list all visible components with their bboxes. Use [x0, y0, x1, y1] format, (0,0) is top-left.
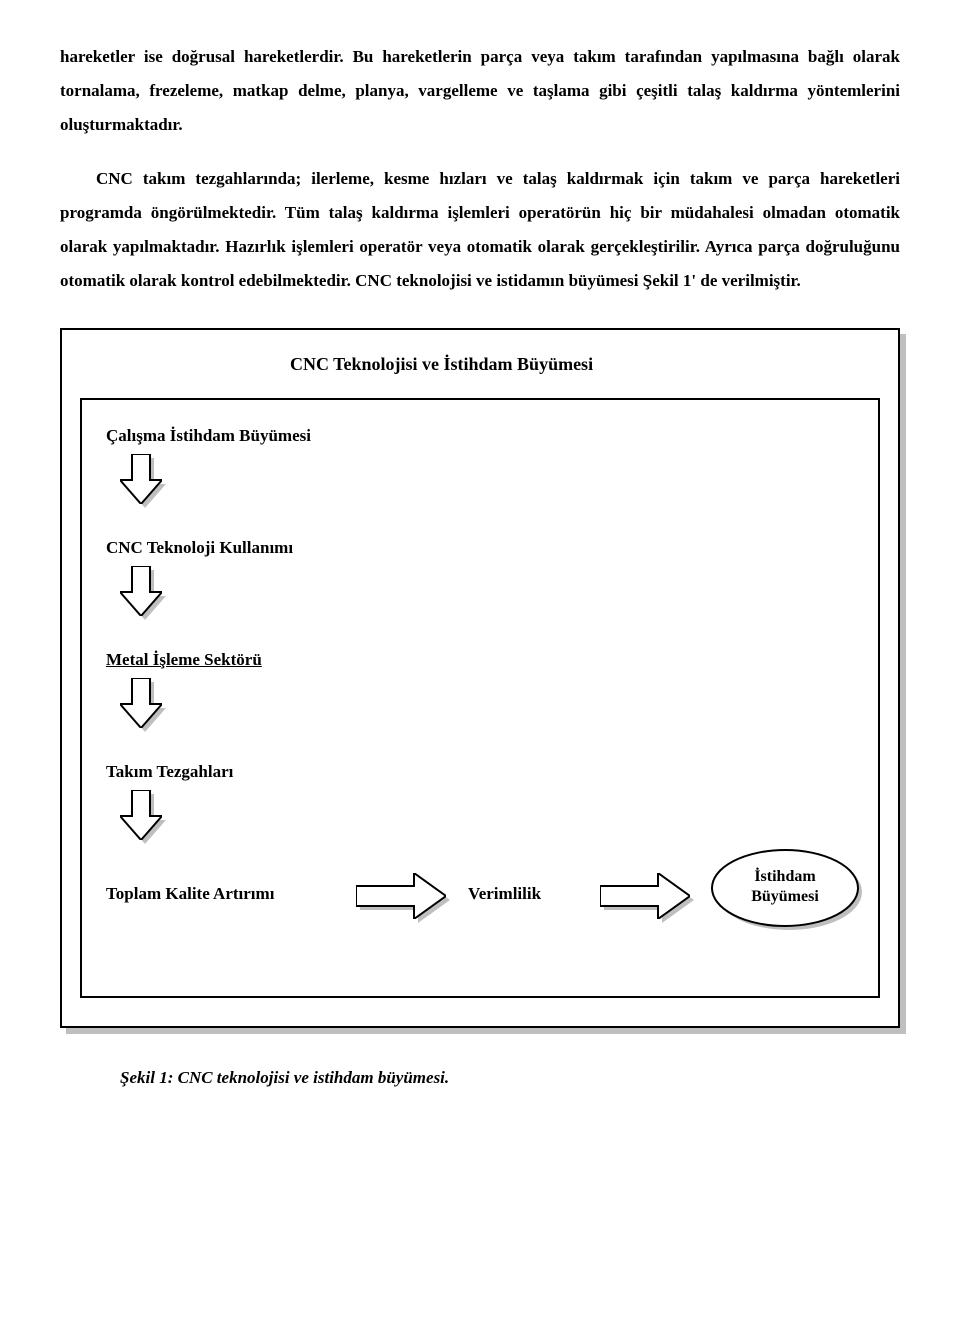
node-verimlilik: Verimlilik [468, 884, 541, 904]
ellipse-istihdam: İstihdam Büyümesi [710, 848, 860, 928]
down-arrow-2 [120, 566, 162, 616]
right-arrow-1 [356, 873, 446, 919]
node-toplam-kalite: Toplam Kalite Artırımı [106, 884, 274, 904]
down-arrow-4 [120, 790, 162, 840]
ellipse-text-line1: İstihdam [710, 868, 860, 886]
diagram-container: CNC Teknolojisi ve İstihdam Büyümesi Çal… [60, 328, 900, 1028]
down-arrow-1 [120, 454, 162, 504]
node-takim-tezgahlari: Takım Tezgahları [106, 762, 233, 782]
right-arrow-2 [600, 873, 690, 919]
diagram-title: CNC Teknolojisi ve İstihdam Büyümesi [290, 354, 593, 375]
paragraph-2: CNC takım tezgahlarında; ilerleme, kesme… [60, 162, 900, 298]
node-cnc-teknoloji: CNC Teknoloji Kullanımı [106, 538, 293, 558]
node-calisma-istihdam: Çalışma İstihdam Büyümesi [106, 426, 311, 446]
ellipse-text-line2: Büyümesi [710, 888, 860, 906]
figure-caption: Şekil 1: CNC teknolojisi ve istihdam büy… [120, 1068, 900, 1088]
node-metal-isleme: Metal İşleme Sektörü [106, 650, 262, 670]
paragraph-1: hareketler ise doğrusal hareketlerdir. B… [60, 40, 900, 142]
down-arrow-3 [120, 678, 162, 728]
